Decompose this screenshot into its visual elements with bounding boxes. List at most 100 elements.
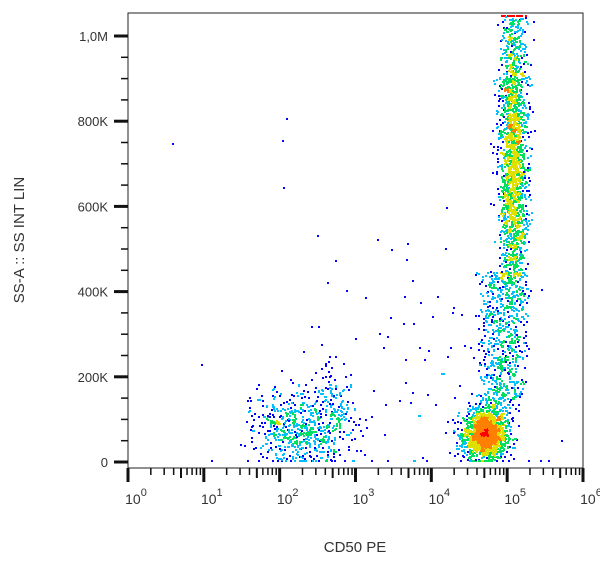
data-point (512, 225, 514, 227)
data-point (520, 206, 522, 208)
data-point (468, 446, 470, 448)
data-point (515, 113, 517, 115)
data-point (511, 241, 513, 243)
data-point (488, 381, 490, 383)
data-point (525, 82, 527, 84)
data-point (505, 252, 507, 254)
data-point (486, 438, 488, 440)
data-point (517, 212, 519, 214)
data-point (491, 319, 493, 321)
data-point (483, 412, 485, 414)
data-point (520, 302, 522, 304)
data-point (510, 207, 512, 209)
data-point (473, 428, 475, 430)
data-point (516, 300, 518, 302)
data-point (496, 171, 498, 173)
data-point (504, 132, 506, 134)
data-point (526, 169, 528, 171)
data-point (515, 144, 517, 146)
data-point (500, 428, 502, 430)
data-point (485, 310, 487, 312)
data-point (503, 157, 505, 159)
data-point (522, 290, 524, 292)
data-point (521, 309, 523, 311)
data-point (265, 437, 267, 439)
data-point (260, 447, 262, 449)
data-point (521, 221, 523, 223)
data-point (483, 350, 485, 352)
data-point (489, 286, 491, 288)
data-point (510, 238, 512, 240)
data-point (496, 325, 498, 327)
data-point (503, 73, 505, 75)
data-point (464, 433, 466, 435)
data-point (514, 179, 516, 181)
data-point (506, 60, 508, 62)
data-point (507, 419, 509, 421)
data-point (503, 439, 505, 441)
data-point (521, 112, 523, 114)
data-point (497, 158, 499, 160)
data-point (518, 214, 520, 216)
data-point (512, 108, 514, 110)
data-point (518, 221, 520, 223)
data-point (488, 399, 490, 401)
data-point (508, 78, 510, 80)
data-point (476, 455, 478, 457)
data-point (517, 30, 519, 32)
data-point (486, 313, 488, 315)
data-point (469, 438, 471, 440)
data-point (501, 280, 503, 282)
data-point (512, 15, 514, 17)
data-point (508, 274, 510, 276)
data-point (493, 321, 495, 323)
data-point (490, 452, 492, 454)
data-point (529, 180, 531, 182)
data-point (510, 151, 512, 153)
data-point (514, 105, 516, 107)
data-point (493, 284, 495, 286)
data-point (528, 76, 530, 78)
data-point (514, 296, 516, 298)
data-point (304, 427, 306, 429)
data-point (509, 301, 511, 303)
data-point (507, 447, 509, 449)
data-point (515, 318, 517, 320)
data-point (511, 146, 513, 148)
data-point (515, 254, 517, 256)
data-point (512, 176, 514, 178)
data-point (517, 194, 519, 196)
data-point (466, 454, 468, 456)
data-point (510, 426, 512, 428)
data-point (496, 387, 498, 389)
data-point (481, 345, 483, 347)
data-point (518, 36, 520, 38)
data-point (502, 122, 504, 124)
data-point (493, 413, 495, 415)
data-point (511, 144, 513, 146)
data-point (496, 79, 498, 81)
data-point (527, 297, 529, 299)
data-point (480, 293, 482, 295)
data-point (524, 274, 526, 276)
data-point (461, 444, 463, 446)
data-point (274, 437, 276, 439)
data-point (484, 365, 486, 367)
data-point (502, 429, 504, 431)
data-point (514, 340, 516, 342)
data-point (498, 90, 500, 92)
data-point (513, 149, 515, 151)
data-point (257, 399, 259, 401)
data-point (496, 337, 498, 339)
data-point (510, 333, 512, 335)
data-point (511, 221, 513, 223)
data-point (499, 439, 501, 441)
data-point (481, 446, 483, 448)
data-point (513, 158, 515, 160)
data-point (507, 345, 509, 347)
data-point (485, 447, 487, 449)
data-point (509, 217, 511, 219)
data-point (531, 84, 533, 86)
data-point (523, 383, 525, 385)
data-point (520, 196, 522, 198)
